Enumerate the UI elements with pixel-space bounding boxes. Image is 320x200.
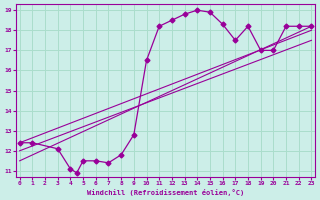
X-axis label: Windchill (Refroidissement éolien,°C): Windchill (Refroidissement éolien,°C) xyxy=(87,189,244,196)
